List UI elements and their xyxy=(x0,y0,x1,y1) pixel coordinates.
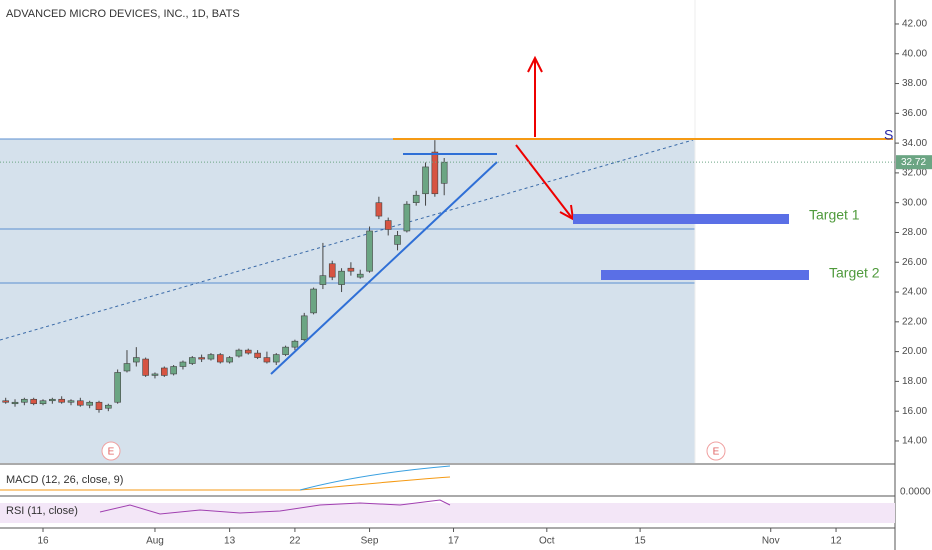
candle-body xyxy=(49,398,56,402)
candle-body xyxy=(58,398,65,403)
candle-body xyxy=(151,373,159,376)
y-tick-label: 42.00 xyxy=(902,19,927,30)
candle-body xyxy=(30,398,37,405)
y-tick-label: 38.00 xyxy=(902,78,927,89)
y-tick-label: 20.00 xyxy=(902,346,927,357)
last-price-tag xyxy=(896,155,932,170)
rsi-line xyxy=(99,499,451,515)
target-label: Target 2 xyxy=(829,265,880,281)
candle-body xyxy=(366,230,373,272)
candle-body xyxy=(11,401,19,405)
candle-body xyxy=(282,346,289,355)
candle-body xyxy=(39,400,47,405)
candle-body xyxy=(170,366,177,375)
candle-body xyxy=(198,357,205,360)
macd-zero: 0.0000 xyxy=(900,487,931,498)
candle-body xyxy=(319,275,327,285)
candle-body xyxy=(356,273,364,278)
candle-body xyxy=(412,194,420,203)
macd-title: MACD (12, 26, close, 9) xyxy=(6,474,123,486)
candle-body xyxy=(272,354,280,363)
y-tick-label: 34.00 xyxy=(902,138,927,149)
earnings-label: E xyxy=(108,447,115,458)
candle-body xyxy=(21,398,28,403)
candle-body xyxy=(384,220,392,230)
x-tick-label: 22 xyxy=(289,536,301,547)
x-tick-label: Aug xyxy=(146,536,164,547)
candle-body xyxy=(123,363,131,372)
candle-body xyxy=(2,400,9,403)
candle-body xyxy=(188,357,196,364)
y-tick-label: 40.00 xyxy=(902,48,927,59)
target-label: Target 1 xyxy=(809,207,860,223)
candle-body xyxy=(263,357,271,363)
earnings-marker xyxy=(101,441,121,461)
arrow-down xyxy=(515,144,573,219)
support-label: S xyxy=(884,127,893,143)
candle-body xyxy=(114,372,121,403)
earnings-marker xyxy=(706,441,726,461)
x-tick-label: Nov xyxy=(762,536,780,547)
rsi-title: RSI (11, close) xyxy=(6,505,78,517)
chart-title: ADVANCED MICRO DEVICES, INC., 1D, BATS xyxy=(6,8,240,20)
y-tick-label: 16.00 xyxy=(902,406,927,417)
y-tick-label: 28.00 xyxy=(902,227,927,238)
x-tick-label: 17 xyxy=(448,536,460,547)
candle-body xyxy=(347,267,355,272)
last-price-label: 32.72 xyxy=(901,157,926,168)
trend-line xyxy=(270,161,498,375)
y-tick-label: 18.00 xyxy=(902,376,927,387)
y-tick-label: 36.00 xyxy=(902,108,927,119)
x-tick-label: Sep xyxy=(361,536,379,547)
target-box xyxy=(573,214,789,224)
y-tick-label: 30.00 xyxy=(902,197,927,208)
candle-body xyxy=(244,349,252,354)
y-tick-label: 14.00 xyxy=(902,436,927,447)
candle-body xyxy=(394,235,401,245)
candle-body xyxy=(338,270,345,285)
candle-body xyxy=(216,354,224,363)
arrow-head xyxy=(527,55,543,73)
macd-line xyxy=(299,465,451,491)
x-tick-label: 16 xyxy=(37,536,49,547)
y-tick-label: 32.00 xyxy=(902,168,927,179)
x-tick-label: Oct xyxy=(539,536,555,547)
candle-body xyxy=(440,161,448,184)
y-tick-label: 22.00 xyxy=(902,316,927,327)
candle-body xyxy=(105,404,112,409)
candle-body xyxy=(431,151,439,195)
earnings-label: E xyxy=(713,447,720,458)
candle-body xyxy=(235,349,243,357)
x-tick-label: 15 xyxy=(635,536,647,547)
macd-signal xyxy=(299,476,451,491)
dashed-trend xyxy=(0,139,694,341)
x-tick-label: 13 xyxy=(224,536,236,547)
candle-body xyxy=(254,352,261,358)
x-tick-label: 12 xyxy=(830,536,842,547)
target-box xyxy=(601,270,809,280)
candle-body xyxy=(160,367,168,376)
y-tick-label: 24.00 xyxy=(902,287,927,298)
candle-body xyxy=(328,263,336,278)
candle-body xyxy=(226,357,233,363)
candle-body xyxy=(142,358,149,376)
candle-body xyxy=(207,354,215,360)
candle-body xyxy=(77,400,84,406)
candle-body xyxy=(67,400,75,403)
candle-body xyxy=(179,361,187,367)
candle-body xyxy=(300,315,308,340)
candle-body xyxy=(95,401,103,410)
candle-body xyxy=(291,340,299,348)
candle-body xyxy=(133,357,140,363)
candle-body xyxy=(375,202,383,217)
y-tick-label: 26.00 xyxy=(902,257,927,268)
rsi-band xyxy=(0,503,895,523)
candle-body xyxy=(310,288,317,314)
candle-body xyxy=(86,401,93,406)
candle-body xyxy=(403,203,411,232)
candle-body xyxy=(422,166,429,195)
